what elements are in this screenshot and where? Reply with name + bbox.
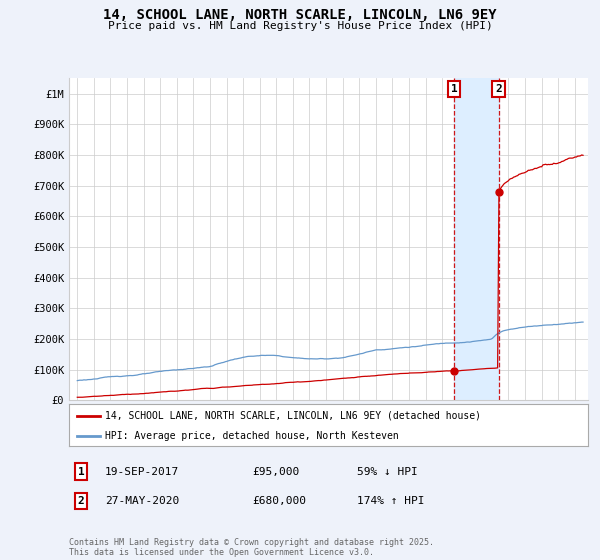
Text: 14, SCHOOL LANE, NORTH SCARLE, LINCOLN, LN6 9EY: 14, SCHOOL LANE, NORTH SCARLE, LINCOLN, … [103, 8, 497, 22]
Bar [454, 78, 499, 400]
Text: 2: 2 [495, 84, 502, 94]
Text: 27-MAY-2020: 27-MAY-2020 [105, 496, 179, 506]
Text: £95,000: £95,000 [252, 466, 299, 477]
Text: 19-SEP-2017: 19-SEP-2017 [105, 466, 179, 477]
Text: 1: 1 [451, 84, 457, 94]
Text: HPI: Average price, detached house, North Kesteven: HPI: Average price, detached house, Nort… [106, 431, 399, 441]
Text: 174% ↑ HPI: 174% ↑ HPI [357, 496, 425, 506]
Text: 1: 1 [77, 466, 85, 477]
Text: £680,000: £680,000 [252, 496, 306, 506]
Text: Contains HM Land Registry data © Crown copyright and database right 2025.
This d: Contains HM Land Registry data © Crown c… [69, 538, 434, 557]
Text: Price paid vs. HM Land Registry's House Price Index (HPI): Price paid vs. HM Land Registry's House … [107, 21, 493, 31]
Text: 2: 2 [77, 496, 85, 506]
Text: 14, SCHOOL LANE, NORTH SCARLE, LINCOLN, LN6 9EY (detached house): 14, SCHOOL LANE, NORTH SCARLE, LINCOLN, … [106, 410, 481, 421]
Text: 59% ↓ HPI: 59% ↓ HPI [357, 466, 418, 477]
